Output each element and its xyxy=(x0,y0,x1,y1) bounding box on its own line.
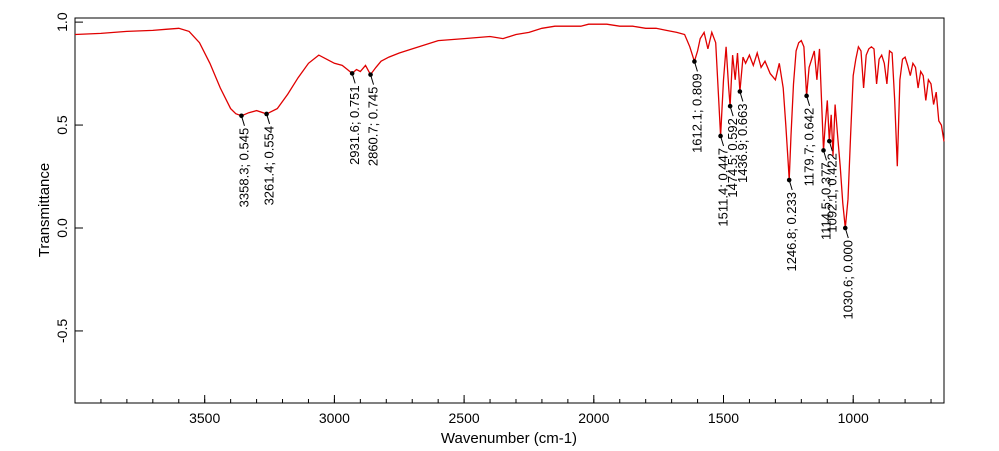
y-axis-title: Transmittance xyxy=(36,163,53,257)
peak-label: 2931.6; 0.751 xyxy=(347,85,362,165)
peak-marker xyxy=(827,138,832,144)
peak-label: 1474.5; 0.592 xyxy=(725,118,740,198)
peak-label: 1511.4; 0.447 xyxy=(716,148,731,227)
peak-label: 1030.6; 0.000 xyxy=(840,240,855,320)
x-tick-label: 3500 xyxy=(189,410,220,426)
peak-marker xyxy=(368,72,373,77)
peak-label: 1179.7; 0.642 xyxy=(802,108,817,187)
x-tick-label: 3000 xyxy=(319,410,350,426)
peak-marker xyxy=(737,89,743,94)
peak-marker xyxy=(692,59,697,64)
peak-marker xyxy=(842,225,848,231)
y-tick-label: 0.0 xyxy=(54,218,70,238)
x-tick-label: 2000 xyxy=(578,410,609,426)
peak-marker xyxy=(239,113,244,119)
peak-marker xyxy=(804,93,809,99)
peak-annotations: 3358.3; 0.545 3261.4; 0.554 2931.6; 0.751 2… xyxy=(237,59,855,320)
peak-marker xyxy=(718,133,723,139)
y-tick-label: -0.5 xyxy=(54,319,70,343)
peak-marker xyxy=(727,103,733,109)
y-tick-label: 1.0 xyxy=(54,12,70,32)
plot-frame xyxy=(74,17,945,404)
peak-label: 1114.5; 0.377 xyxy=(819,162,834,240)
peak-label: 1246.8; 0.233 xyxy=(784,192,799,272)
peak-marker xyxy=(264,111,269,117)
x-minor-ticks xyxy=(100,399,932,403)
x-axis-title: Wavenumber (cm-1) xyxy=(441,430,577,447)
peak-label: 3358.3; 0.545 xyxy=(237,128,252,208)
peak-label: 1092.1; 0.422 xyxy=(824,153,839,233)
peak-label: 1612.1; 0.809 xyxy=(689,73,704,153)
peak-label: 1436.9; 0.663 xyxy=(735,104,750,184)
y-tick-label: 0.5 xyxy=(54,115,70,135)
peak-marker xyxy=(786,177,792,183)
peak-label: 3261.4; 0.554 xyxy=(262,126,277,206)
peak-marker xyxy=(349,71,355,76)
x-tick-label: 2500 xyxy=(449,410,480,426)
x-axis-ticks: 3500 3000 2500 2000 1500 1000 xyxy=(189,395,869,426)
y-axis-ticks: 1.0 0.5 0.0 -0.5 xyxy=(54,12,83,343)
x-tick-label: 1000 xyxy=(838,410,869,426)
peak-label: 2860.7; 0.745 xyxy=(366,87,381,167)
x-tick-label: 1500 xyxy=(708,410,739,426)
peak-marker xyxy=(821,148,826,153)
